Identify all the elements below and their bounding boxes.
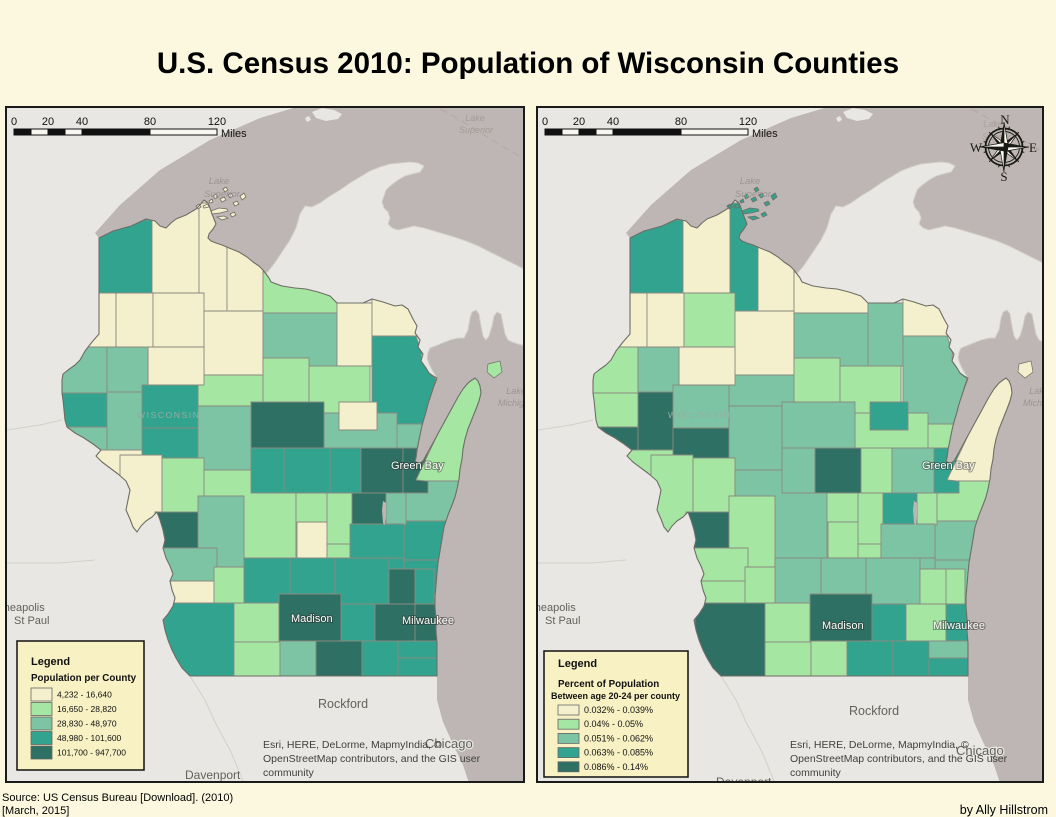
- svg-text:4,232 - 16,640: 4,232 - 16,640: [57, 690, 112, 700]
- svg-text:Rockford: Rockford: [849, 704, 899, 718]
- svg-text:Milwaukee: Milwaukee: [402, 615, 454, 627]
- svg-text:Legend: Legend: [558, 658, 597, 670]
- svg-text:Milwaukee: Milwaukee: [933, 620, 985, 632]
- svg-text:St Paul: St Paul: [545, 615, 580, 627]
- svg-text:Superior: Superior: [735, 189, 772, 200]
- svg-text:40: 40: [607, 116, 619, 128]
- svg-text:20: 20: [42, 116, 54, 128]
- svg-text:Madison: Madison: [822, 620, 864, 632]
- svg-text:N: N: [1000, 112, 1010, 127]
- svg-text:WISCONSIN: WISCONSIN: [137, 410, 201, 420]
- svg-text:40: 40: [76, 116, 88, 128]
- svg-text:80: 80: [144, 116, 156, 128]
- svg-text:St Paul: St Paul: [14, 615, 49, 627]
- svg-text:Chicago: Chicago: [956, 743, 1004, 758]
- svg-text:OpenStreetMap contributors, an: OpenStreetMap contributors, and the GIS …: [263, 753, 481, 765]
- svg-text:Miles: Miles: [221, 128, 247, 140]
- svg-text:Superior: Superior: [459, 125, 494, 135]
- svg-text:120: 120: [208, 116, 226, 128]
- svg-text:Minneapolis: Minneapolis: [538, 602, 576, 614]
- svg-text:Population per County: Population per County: [31, 673, 137, 684]
- svg-text:W: W: [970, 140, 983, 155]
- svg-text:Lake: Lake: [1029, 386, 1042, 396]
- svg-text:Michigan: Michigan: [498, 398, 523, 408]
- svg-text:OpenStreetMap contributors, an: OpenStreetMap contributors, and the GIS …: [790, 753, 1008, 765]
- svg-text:Davenport: Davenport: [716, 775, 772, 781]
- svg-text:20: 20: [573, 116, 585, 128]
- svg-text:Legend: Legend: [31, 656, 70, 668]
- svg-text:Chicago: Chicago: [425, 736, 473, 751]
- svg-text:0.04% - 0.05%: 0.04% - 0.05%: [584, 719, 643, 729]
- svg-text:community: community: [790, 767, 842, 779]
- svg-text:0.063% - 0.085%: 0.063% - 0.085%: [584, 748, 653, 758]
- svg-text:0.051% - 0.062%: 0.051% - 0.062%: [584, 733, 653, 743]
- svg-text:Superior: Superior: [982, 132, 1017, 142]
- svg-text:Percent of Population: Percent of Population: [558, 679, 659, 690]
- svg-text:0.032% - 0.039%: 0.032% - 0.039%: [584, 705, 653, 715]
- svg-text:48,980 - 101,600: 48,980 - 101,600: [57, 733, 122, 743]
- svg-text:Esri, HERE, DeLorme, MapmyIndi: Esri, HERE, DeLorme, MapmyIndia, ©: [790, 739, 969, 751]
- svg-text:Green Bay: Green Bay: [391, 460, 444, 472]
- svg-text:16,650 - 28,820: 16,650 - 28,820: [57, 704, 117, 714]
- svg-text:Lake: Lake: [209, 176, 230, 187]
- svg-text:Rockford: Rockford: [318, 697, 368, 711]
- svg-text:Lake: Lake: [740, 176, 761, 187]
- svg-text:120: 120: [739, 116, 757, 128]
- svg-text:WISCONSIN: WISCONSIN: [668, 410, 732, 420]
- svg-text:Davenport: Davenport: [185, 768, 241, 781]
- svg-text:0: 0: [11, 116, 17, 128]
- svg-text:Green Bay: Green Bay: [922, 460, 975, 472]
- svg-text:28,830 - 48,970: 28,830 - 48,970: [57, 719, 117, 729]
- svg-text:Minneapolis: Minneapolis: [7, 602, 45, 614]
- svg-text:80: 80: [675, 116, 687, 128]
- svg-text:0: 0: [542, 116, 548, 128]
- svg-text:Lake: Lake: [465, 113, 485, 123]
- svg-text:E: E: [1029, 140, 1037, 155]
- svg-text:0.086% - 0.14%: 0.086% - 0.14%: [584, 762, 648, 772]
- svg-text:community: community: [263, 767, 315, 779]
- svg-text:Esri, HERE, DeLorme, MapmyIndi: Esri, HERE, DeLorme, MapmyIndia, ©: [263, 739, 442, 751]
- svg-text:Madison: Madison: [291, 613, 333, 625]
- svg-text:Superior: Superior: [204, 189, 241, 200]
- svg-text:Miles: Miles: [752, 128, 778, 140]
- svg-text:Lake: Lake: [506, 386, 523, 396]
- svg-text:101,700 - 947,700: 101,700 - 947,700: [57, 748, 126, 758]
- svg-text:S: S: [1000, 169, 1007, 184]
- svg-text:Lake: Lake: [983, 119, 1003, 129]
- svg-text:Between age 20-24 per county: Between age 20-24 per county: [551, 691, 680, 701]
- svg-text:Michigan: Michigan: [1023, 398, 1042, 408]
